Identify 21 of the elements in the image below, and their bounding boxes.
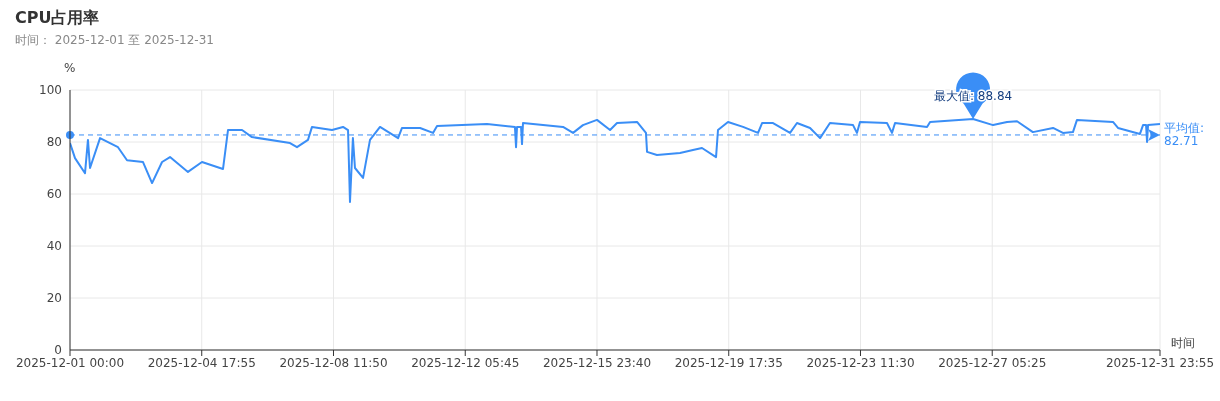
x-tick-label: 2025-12-12 05:45: [411, 355, 520, 370]
y-axis-title: %: [64, 61, 76, 75]
x-tick-label: 2025-12-19 17:35: [674, 355, 783, 370]
x-tick-label: 2025-12-04 17:55: [147, 355, 256, 370]
y-tick-label: 60: [46, 187, 62, 202]
x-tick-label: 2025-12-23 11:30: [806, 355, 915, 370]
x-tick-label: 2025-12-31 23:55: [1105, 355, 1215, 370]
y-tick-label: 40: [46, 239, 62, 254]
x-tick-label: 2025-12-15 23:40: [542, 355, 652, 370]
ref-line-label: 平均值: 82.71: [1164, 120, 1205, 148]
y-tick-label: 100: [39, 83, 62, 98]
x-axis-title: 时间: [1171, 335, 1195, 352]
x-tick-label: 2025-12-01 00:00: [15, 355, 125, 370]
y-tick-label: 80: [46, 135, 62, 150]
line-series: [70, 118, 1160, 204]
x-tick-label: 2025-12-27 05:25: [938, 355, 1047, 370]
y-tick-label: 20: [46, 291, 62, 306]
y-tick-label: 0: [54, 343, 62, 358]
chart-title: CPU占用率: [15, 8, 100, 29]
x-tick-label: 2025-12-08 11:50: [279, 355, 388, 370]
chart-subtitle: 时间： 2025-12-01 至 2025-12-31: [15, 32, 214, 49]
